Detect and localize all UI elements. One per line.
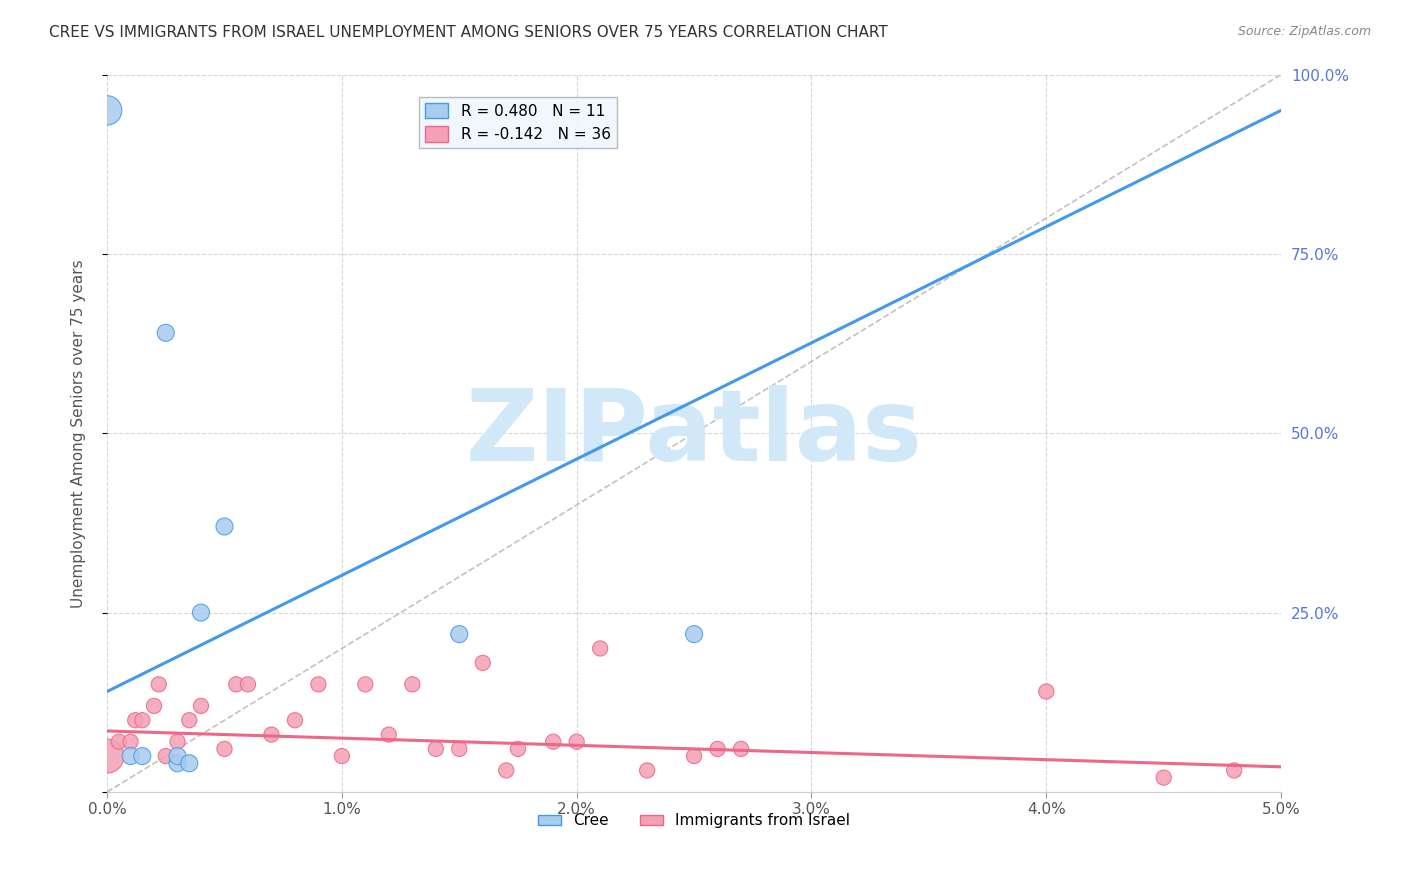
Point — [120, 735, 142, 749]
Point — [214, 742, 236, 756]
Point — [131, 749, 153, 764]
Point — [354, 677, 377, 691]
Point — [706, 742, 728, 756]
Text: CREE VS IMMIGRANTS FROM ISRAEL UNEMPLOYMENT AMONG SENIORS OVER 75 YEARS CORRELAT: CREE VS IMMIGRANTS FROM ISRAEL UNEMPLOYM… — [49, 25, 889, 40]
Point — [1035, 684, 1057, 698]
Point — [236, 677, 259, 691]
Point — [96, 103, 118, 118]
Point — [1223, 764, 1246, 778]
Point — [120, 749, 142, 764]
Point — [155, 749, 177, 764]
Point — [589, 641, 612, 656]
Point — [179, 713, 201, 727]
Point — [401, 677, 423, 691]
Point — [124, 713, 146, 727]
Point — [284, 713, 307, 727]
Point — [148, 677, 170, 691]
Point — [330, 749, 353, 764]
Point — [1153, 771, 1175, 785]
Point — [131, 713, 153, 727]
Text: Source: ZipAtlas.com: Source: ZipAtlas.com — [1237, 25, 1371, 38]
Point — [190, 698, 212, 713]
Text: ZIPatlas: ZIPatlas — [465, 384, 922, 482]
Point — [636, 764, 658, 778]
Point — [449, 627, 471, 641]
Point — [307, 677, 329, 691]
Point — [449, 742, 471, 756]
Point — [96, 749, 118, 764]
Point — [378, 728, 401, 742]
Point — [179, 756, 201, 771]
Point — [108, 735, 131, 749]
Point — [565, 735, 588, 749]
Point — [683, 749, 706, 764]
Point — [506, 742, 529, 756]
Point — [166, 756, 188, 771]
Point — [190, 606, 212, 620]
Point — [260, 728, 283, 742]
Point — [495, 764, 517, 778]
Point — [730, 742, 752, 756]
Point — [166, 735, 188, 749]
Point — [214, 519, 236, 533]
Point — [166, 749, 188, 764]
Point — [225, 677, 247, 691]
Point — [683, 627, 706, 641]
Y-axis label: Unemployment Among Seniors over 75 years: Unemployment Among Seniors over 75 years — [72, 259, 86, 607]
Point — [541, 735, 564, 749]
Point — [143, 698, 166, 713]
Point — [155, 326, 177, 340]
Legend: Cree, Immigrants from Israel: Cree, Immigrants from Israel — [533, 807, 856, 835]
Point — [425, 742, 447, 756]
Point — [471, 656, 494, 670]
